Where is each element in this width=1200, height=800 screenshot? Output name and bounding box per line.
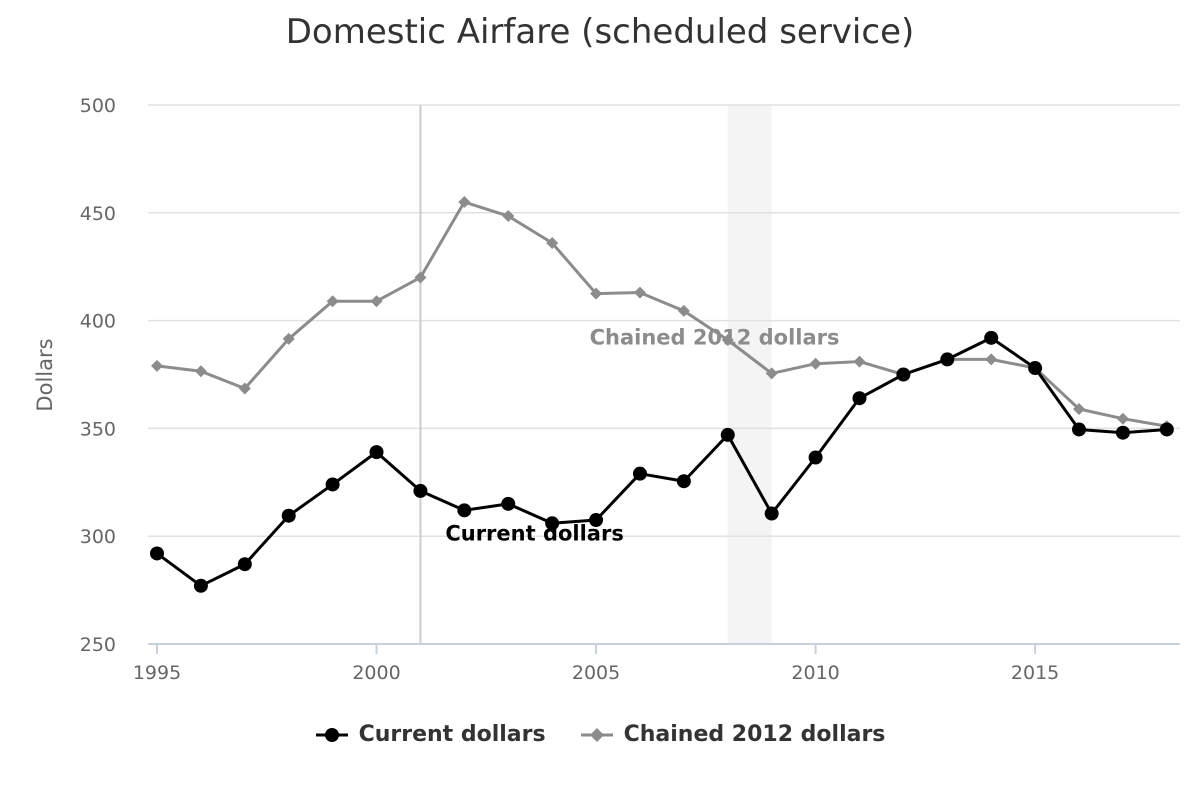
legend-label-current-dollars: Current dollars (358, 722, 546, 747)
data-point-chained-2012-dollars-2001 (414, 271, 427, 284)
data-point-current-dollars-2006 (632, 466, 647, 481)
data-point-current-dollars-2005 (589, 513, 604, 528)
data-point-current-dollars-2017 (1115, 425, 1130, 440)
series-layer (150, 196, 1174, 593)
data-point-current-dollars-1999 (325, 477, 340, 492)
data-point-current-dollars-2003 (501, 496, 516, 511)
x-axis-ticks: 1995 2000 2005 2010 2015 (133, 644, 1059, 684)
data-point-current-dollars-2010 (808, 450, 823, 465)
data-point-current-dollars-2015 (1028, 361, 1043, 376)
data-point-chained-2012-dollars-1996 (194, 365, 207, 378)
data-point-chained-2012-dollars-2006 (633, 286, 646, 299)
data-point-chained-2012-dollars-2009 (765, 367, 778, 380)
data-point-chained-2012-dollars-1998 (282, 332, 295, 345)
y-tick-label-350: 350 (80, 418, 116, 440)
y-tick-label-400: 400 (80, 311, 116, 333)
legend-circle-marker-icon (315, 727, 348, 742)
data-point-chained-2012-dollars-2000 (370, 295, 383, 308)
data-point-current-dollars-2002 (457, 503, 472, 518)
data-point-chained-2012-dollars-2016 (1073, 402, 1086, 415)
recession-band-layer (727, 105, 772, 644)
data-point-chained-2012-dollars-2011 (853, 355, 866, 368)
x-tick-label-1995: 1995 (133, 662, 181, 684)
legend: Current dollars Chained 2012 dollars (0, 722, 1200, 747)
gridlines (148, 104, 1180, 537)
data-point-current-dollars-2007 (676, 474, 691, 489)
data-point-current-dollars-1996 (193, 578, 208, 593)
data-point-current-dollars-2001 (413, 483, 428, 498)
data-point-current-dollars-1997 (237, 557, 252, 572)
data-point-chained-2012-dollars-1995 (151, 359, 163, 372)
data-point-current-dollars-2012 (896, 367, 911, 382)
legend-item-chained-2012-dollars[interactable]: Chained 2012 dollars (580, 722, 886, 747)
data-point-current-dollars-2004 (545, 516, 560, 531)
legend-diamond-marker-icon (580, 727, 613, 742)
annotation-chained-2012-dollars: Chained 2012 dollars (590, 325, 840, 349)
shaded-band (727, 105, 772, 644)
data-point-chained-2012-dollars-2017 (1116, 412, 1129, 425)
legend-item-current-dollars[interactable]: Current dollars (315, 722, 546, 747)
data-point-current-dollars-2014 (984, 330, 999, 345)
data-point-chained-2012-dollars-2004 (546, 236, 559, 249)
data-point-current-dollars-2009 (764, 506, 779, 521)
data-point-current-dollars-1995 (150, 546, 164, 561)
data-point-current-dollars-2018 (1159, 422, 1174, 437)
legend-label-chained-2012-dollars: Chained 2012 dollars (623, 722, 886, 747)
x-tick-label-2005: 2005 (572, 662, 620, 684)
series-line-current-dollars (156, 336, 1167, 588)
chart-title: Domestic Airfare (scheduled service) (285, 12, 915, 52)
data-point-current-dollars-2008 (720, 427, 735, 442)
data-point-chained-2012-dollars-2002 (458, 196, 471, 209)
series-chained-2012-dollars (151, 196, 1173, 433)
annotation-current-dollars: Current dollars (445, 522, 624, 546)
data-point-current-dollars-2016 (1072, 422, 1087, 437)
y-tick-label-250: 250 (80, 634, 116, 656)
data-point-current-dollars-2011 (852, 391, 867, 406)
data-point-current-dollars-1998 (281, 508, 296, 523)
data-point-current-dollars-2000 (369, 445, 384, 460)
data-point-chained-2012-dollars-2003 (502, 210, 515, 223)
y-axis-ticks: 250 300 350 400 450 500 (80, 95, 116, 656)
data-point-current-dollars-2013 (940, 352, 955, 367)
x-tick-label-2000: 2000 (352, 662, 400, 684)
data-point-chained-2012-dollars-2007 (677, 304, 690, 317)
y-axis-title: Dollars (33, 338, 57, 411)
data-point-chained-2012-dollars-1997 (238, 382, 251, 395)
y-tick-label-450: 450 (80, 203, 116, 225)
x-tick-label-2010: 2010 (791, 662, 839, 684)
data-point-chained-2012-dollars-1999 (326, 295, 339, 308)
y-tick-label-500: 500 (80, 95, 116, 117)
data-point-chained-2012-dollars-2014 (985, 353, 998, 366)
data-point-chained-2012-dollars-2008 (721, 334, 734, 347)
x-tick-label-2015: 2015 (1011, 662, 1059, 684)
annotation-layer: Chained 2012 dollars Current dollars (445, 325, 839, 545)
y-tick-label-300: 300 (80, 526, 116, 548)
data-point-chained-2012-dollars-2010 (809, 357, 822, 370)
data-point-chained-2012-dollars-2005 (590, 287, 603, 300)
series-line-chained-2012-dollars (156, 200, 1168, 428)
series-current-dollars (150, 330, 1174, 593)
